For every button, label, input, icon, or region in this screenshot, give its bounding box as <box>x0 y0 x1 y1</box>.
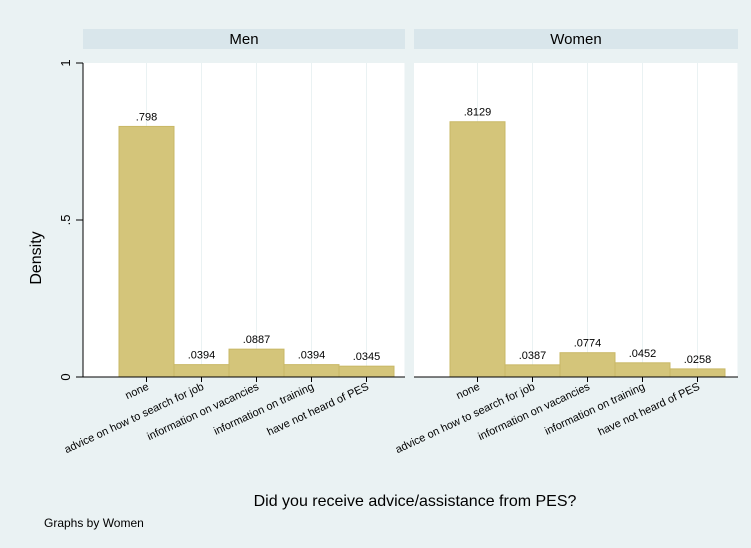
bar-men-5 <box>338 365 395 378</box>
bar-men-1 <box>118 125 175 378</box>
y-tick-label: .5 <box>58 215 73 226</box>
panel-header <box>83 29 405 49</box>
bar-men-3 <box>228 348 285 378</box>
panel-title: Men <box>229 31 258 48</box>
bar-women-3 <box>559 352 616 378</box>
panel-title: Women <box>550 31 601 48</box>
bar-value-label: .0394 <box>298 350 326 362</box>
bar-men-2 <box>173 364 230 378</box>
bar-value-label: .0394 <box>188 350 216 362</box>
bar-value-label: .0387 <box>519 350 547 362</box>
graphs-by-note: Graphs by Women <box>44 516 144 530</box>
bar-value-label: .0452 <box>629 348 657 360</box>
bar-value-label: .0345 <box>353 351 381 363</box>
bar-women-5 <box>669 368 726 378</box>
y-tick-label: 0 <box>58 373 73 380</box>
bar-men-4 <box>283 364 340 378</box>
y-tick-label: 1 <box>58 59 73 66</box>
y-axis-title: Density <box>28 231 45 284</box>
bar-women-1 <box>449 121 506 378</box>
y-axis: 0.51 <box>58 59 84 381</box>
bar-value-label: .798 <box>136 111 157 123</box>
bar-women-2 <box>504 364 561 378</box>
bar-value-label: .8129 <box>464 107 492 119</box>
bar-value-label: .0887 <box>243 334 271 346</box>
x-axis-title: Did you receive advice/assistance from P… <box>254 493 577 510</box>
bar-value-label: .0258 <box>684 354 712 366</box>
panel-header <box>414 29 738 49</box>
bar-women-4 <box>614 362 671 378</box>
bar-value-label: .0774 <box>574 338 602 350</box>
